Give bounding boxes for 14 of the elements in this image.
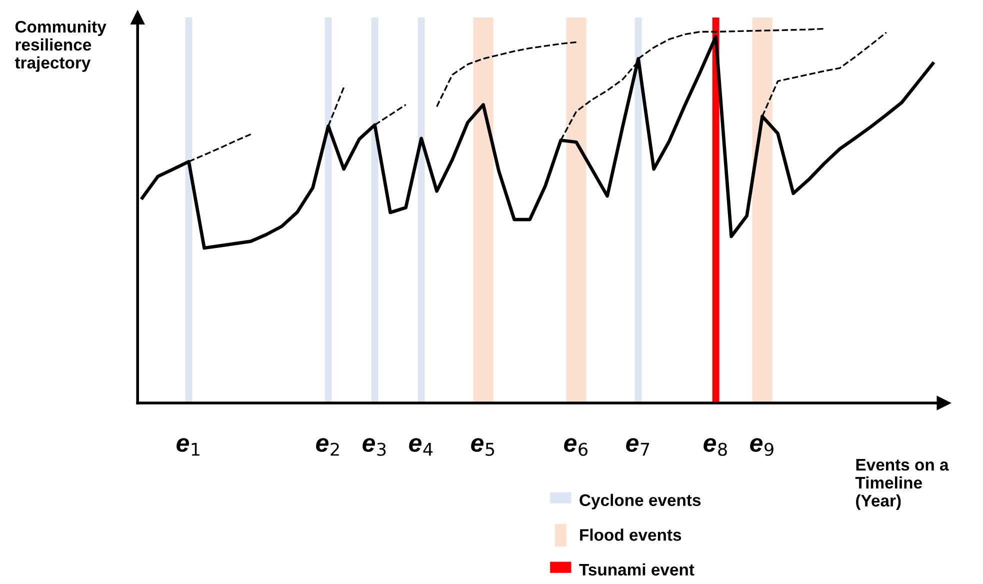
legend-label: Tsunami event xyxy=(579,563,694,576)
x-tick-label: e$_{8}$ xyxy=(704,438,727,456)
x-tick-label: e$_{3}$ xyxy=(362,438,386,456)
x-tick-label: e$_{2}$ xyxy=(316,438,339,456)
x-tick-label: e$_{9}$ xyxy=(750,438,774,456)
x-tick-label: e$_{5}$ xyxy=(471,438,494,456)
y-axis-title: Community resilience trajectory xyxy=(14,20,106,72)
x-tick-label: e$_{1}$ xyxy=(176,438,200,456)
legend-label: Flood events xyxy=(580,528,682,541)
x-tick-label: e$_{6}$ xyxy=(564,438,588,456)
x-tick-label: e$_{4}$ xyxy=(409,438,433,456)
legend-label: Cyclone events xyxy=(580,494,701,510)
x-tick-label: e$_{7}$ xyxy=(626,438,650,456)
x-axis-title: Events on a Timeline (Year) xyxy=(855,459,949,510)
